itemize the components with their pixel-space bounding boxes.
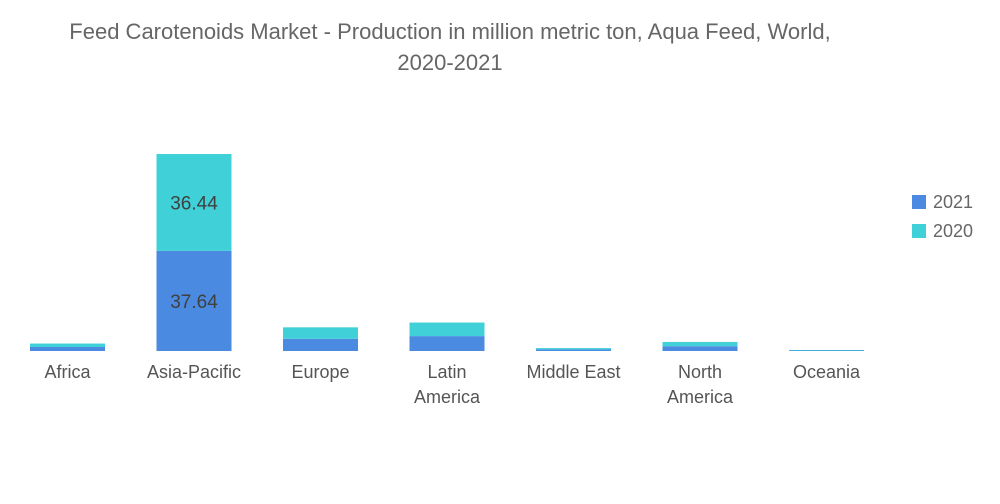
legend-label-2021: 2021 xyxy=(933,191,974,212)
legend-item-2020: 2020 xyxy=(912,221,973,241)
x-tick-label-africa: Africa xyxy=(44,362,91,382)
bar-africa-2021 xyxy=(30,347,105,351)
legend-swatch-2020 xyxy=(912,224,926,238)
bar-latin-america-2021 xyxy=(409,336,485,351)
bar-europe-2020 xyxy=(283,327,358,339)
x-tick-label-europe: Europe xyxy=(291,362,349,382)
data-label-asia-pacific-2021: 37.64 xyxy=(170,292,218,313)
chart-title-line-1: Feed Carotenoids Market - Production in … xyxy=(69,19,831,44)
bar-middle-east-2020 xyxy=(536,348,611,350)
bar-latin-america-2020 xyxy=(409,322,485,337)
bar-middle-east-2021 xyxy=(536,349,611,351)
x-tick-label-oceania: Oceania xyxy=(793,362,861,382)
x-tick-label-north-america: North America xyxy=(667,362,734,407)
bar-north-america-2021 xyxy=(662,346,738,351)
legend-swatch-2021 xyxy=(912,195,926,209)
bar-oceania-2020 xyxy=(789,349,864,351)
bar-chart-plot: Africa 37.64 36.44 Asia-Pacific Europe Latin A… xyxy=(30,154,864,407)
x-tick-label-middle-east: Middle East xyxy=(526,362,620,382)
x-tick-label-latin-america: Latin America xyxy=(414,362,481,407)
bar-europe-2021 xyxy=(283,338,358,351)
data-label-asia-pacific-2020: 36.44 xyxy=(170,193,218,214)
chart-title-line-2: 2020-2021 xyxy=(397,50,503,75)
legend-item-2021: 2021 xyxy=(912,192,973,212)
legend-label-2020: 2020 xyxy=(933,220,974,241)
bar-africa-2020 xyxy=(30,343,105,348)
chart-title: Feed Carotenoids Market - Production in … xyxy=(0,16,900,78)
bar-oceania-2021 xyxy=(789,350,864,351)
x-tick-label-asia-pacific: Asia-Pacific xyxy=(147,362,241,382)
bar-asia-pacific-2021 xyxy=(156,250,232,351)
chart-legend: 2021 2020 xyxy=(912,192,973,250)
bar-asia-pacific-2020 xyxy=(156,154,232,251)
bar-north-america-2020 xyxy=(662,341,738,347)
